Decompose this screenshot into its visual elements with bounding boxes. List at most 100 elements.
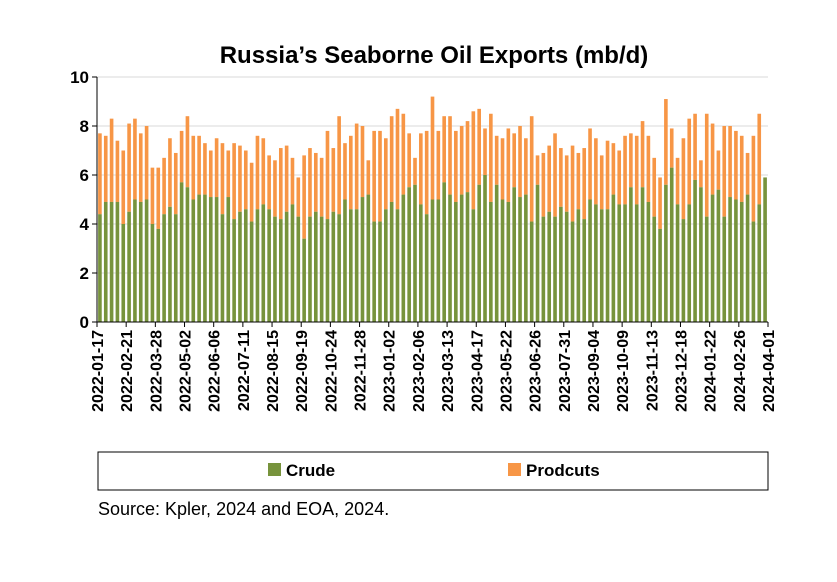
- bar-crude: [535, 184, 540, 322]
- bar-crude: [343, 199, 347, 322]
- x-tick-label: 2023-09-04: [586, 330, 603, 412]
- bar-crude: [576, 209, 581, 322]
- bar-products: [693, 113, 697, 180]
- bar-products: [518, 126, 522, 198]
- bar-crude: [366, 194, 371, 322]
- x-tick-label: 2023-03-13: [440, 330, 457, 412]
- legend: Crude Prodcuts: [97, 451, 769, 491]
- bar-products: [168, 138, 172, 207]
- bar-products: [559, 148, 563, 207]
- bar-products: [372, 130, 376, 222]
- x-tick-label: 2022-09-19: [294, 330, 311, 412]
- bar-products: [179, 130, 184, 183]
- bar-products: [115, 140, 120, 202]
- bar-crude: [267, 209, 271, 322]
- bar-crude: [197, 194, 201, 322]
- bar-crude: [191, 199, 196, 322]
- bar-crude: [127, 211, 131, 322]
- bar-products: [594, 138, 598, 205]
- bar-products: [599, 155, 604, 210]
- bar-products: [296, 177, 301, 217]
- bar-crude: [255, 209, 260, 322]
- bar-products: [203, 143, 207, 195]
- x-tick-label: 2023-12-18: [673, 330, 690, 412]
- bar-crude: [103, 201, 108, 322]
- bar-crude: [640, 187, 645, 322]
- bar-products: [664, 99, 668, 185]
- bar-products: [681, 138, 686, 220]
- bar-products: [220, 143, 225, 215]
- bar-products: [564, 155, 569, 212]
- bar-products: [751, 135, 756, 222]
- bar-products: [611, 143, 616, 195]
- bar-products: [722, 126, 727, 217]
- bar-crude: [430, 199, 435, 322]
- bar-products: [658, 177, 662, 229]
- x-tick-label: 2022-06-06: [207, 330, 224, 412]
- bar-crude: [185, 187, 190, 322]
- bar-crude: [518, 197, 522, 322]
- bar-crude: [623, 204, 627, 322]
- bar-crude: [465, 192, 470, 322]
- x-tick-label: 2022-02-21: [119, 330, 136, 412]
- bar-products: [389, 116, 394, 202]
- bar-products: [483, 128, 487, 175]
- bar-products: [173, 152, 178, 215]
- bar-crude: [582, 219, 587, 322]
- bar-products: [208, 150, 213, 198]
- bar-products: [424, 130, 429, 215]
- bar-crude: [232, 219, 236, 322]
- bar-products: [716, 150, 721, 190]
- bar-crude: [249, 221, 254, 322]
- bar-crude: [220, 214, 225, 322]
- bar-products: [699, 160, 703, 188]
- bar-products: [133, 118, 137, 200]
- bar-products: [249, 162, 254, 222]
- bar-crude: [745, 194, 750, 322]
- bar-products: [436, 130, 441, 200]
- bar-crude: [471, 209, 476, 322]
- x-tick-label: 2023-10-09: [615, 330, 632, 412]
- bar-crude: [314, 211, 318, 322]
- bar-products: [605, 140, 610, 210]
- bar-products: [302, 155, 306, 239]
- bar-crude: [629, 187, 633, 322]
- bar-products: [506, 128, 511, 202]
- bar-products: [442, 116, 446, 183]
- bar-crude: [109, 201, 114, 322]
- bar-products: [640, 121, 645, 188]
- x-tick-label: 2022-03-28: [148, 330, 165, 412]
- bar-crude: [599, 209, 604, 322]
- bar-products: [238, 145, 242, 212]
- bar-products: [150, 167, 155, 224]
- bar-products: [314, 152, 318, 212]
- bar-crude: [570, 221, 575, 322]
- x-tick-label: 2023-02-06: [411, 330, 428, 412]
- bar-crude: [658, 228, 662, 322]
- bar-products: [308, 148, 312, 217]
- bar-products: [494, 135, 499, 185]
- bar-crude: [308, 216, 312, 322]
- bar-products: [634, 135, 639, 205]
- bar-crude: [162, 214, 166, 322]
- bar-crude: [284, 211, 289, 322]
- bar-crude: [669, 167, 674, 322]
- bar-crude: [734, 199, 738, 322]
- bar-products: [109, 118, 114, 202]
- bar-crude: [319, 216, 324, 322]
- bar-products: [284, 145, 289, 212]
- x-tick-label: 2023-05-22: [498, 330, 515, 412]
- y-tick-label: 4: [80, 215, 90, 234]
- bar-crude: [349, 209, 353, 322]
- bar-crude: [716, 189, 721, 322]
- bar-crude: [384, 209, 388, 322]
- bar-crude: [617, 204, 622, 322]
- bar-crude: [395, 209, 400, 322]
- bar-products: [319, 157, 324, 217]
- x-tick-label: 2023-06-26: [528, 330, 545, 412]
- bar-crude: [214, 197, 219, 322]
- bar-crude: [500, 199, 505, 322]
- bar-crude: [634, 204, 639, 322]
- bar-crude: [226, 197, 231, 322]
